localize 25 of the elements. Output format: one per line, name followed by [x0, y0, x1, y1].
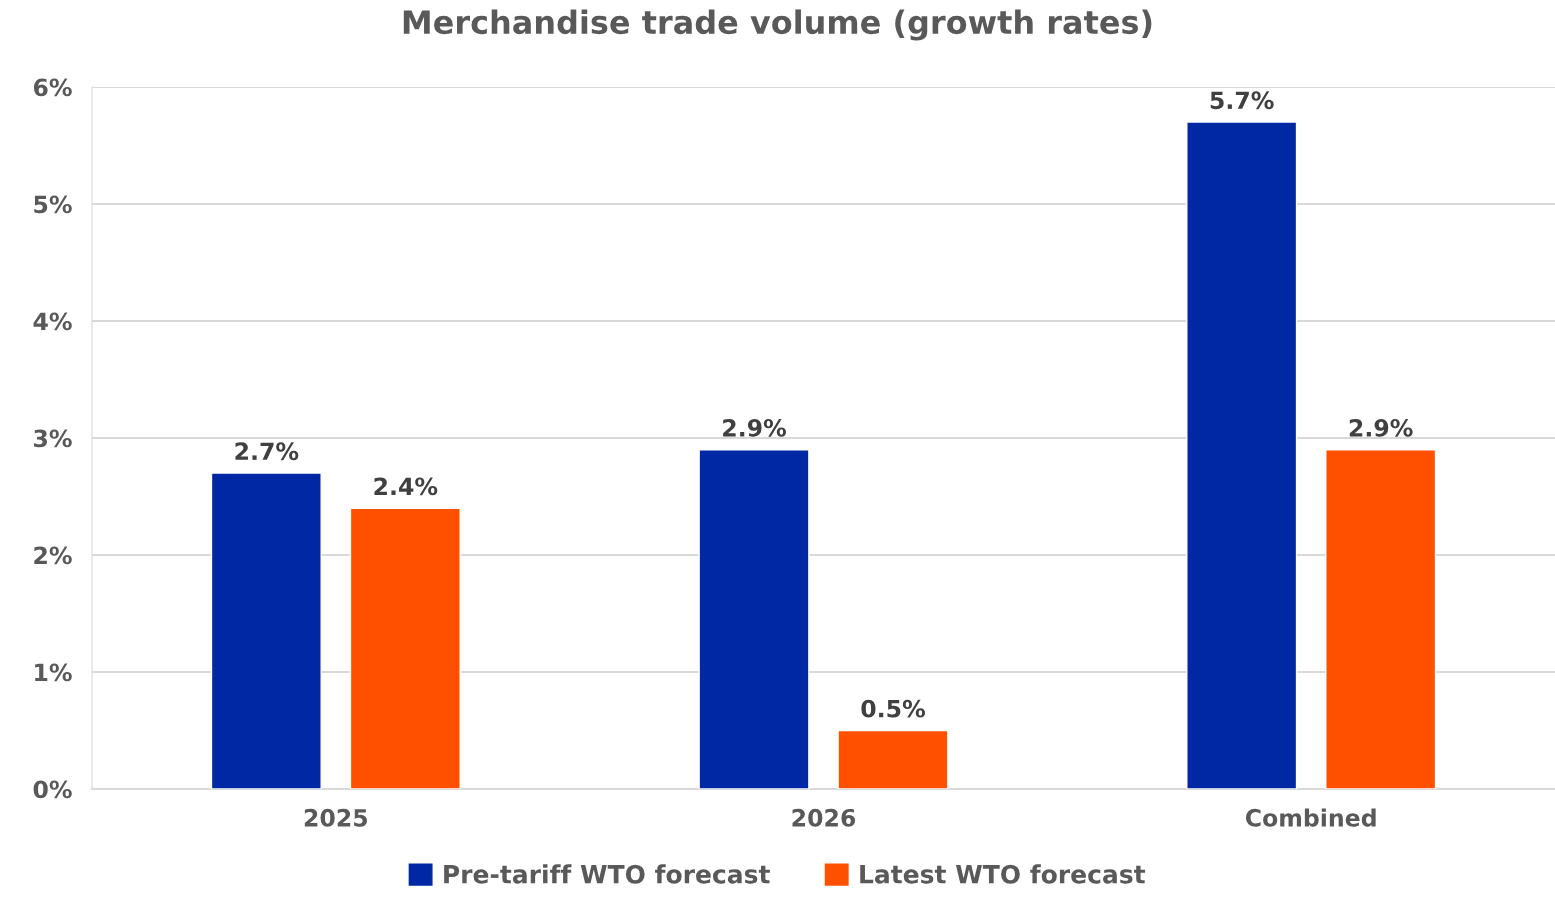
legend-label: Pre-tariff WTO forecast	[444, 864, 770, 884]
data-label: 2.7%	[235, 442, 299, 461]
x-tick-label: Combined	[1245, 808, 1376, 827]
y-tick-label: 4%	[33, 312, 72, 331]
y-tick-label: 1%	[35, 663, 72, 682]
bar	[349, 507, 461, 789]
x-tick-label: 2025	[304, 808, 368, 827]
bar	[1325, 449, 1437, 789]
bar	[837, 729, 949, 789]
y-tick-label: 0%	[33, 780, 72, 799]
data-label: 2.4%	[374, 477, 438, 496]
x-tick-label: 2026	[792, 808, 856, 827]
y-tick-label: 3%	[34, 429, 72, 448]
bar	[698, 449, 810, 789]
bar	[210, 472, 322, 789]
bar	[1186, 121, 1298, 789]
y-tick-label: 2%	[34, 546, 72, 565]
data-label: 5.7%	[1210, 91, 1274, 110]
y-tick-label: 6%	[33, 78, 72, 97]
y-tick-label: 5%	[34, 195, 72, 214]
data-label: 2.9%	[723, 418, 786, 437]
data-label: 2.9%	[1349, 418, 1413, 437]
legend-label: Latest WTO forecast	[860, 864, 1146, 884]
chart-title: Merchandise trade volume (growth rates)	[403, 9, 1152, 41]
data-label: 0.5%	[861, 699, 925, 718]
